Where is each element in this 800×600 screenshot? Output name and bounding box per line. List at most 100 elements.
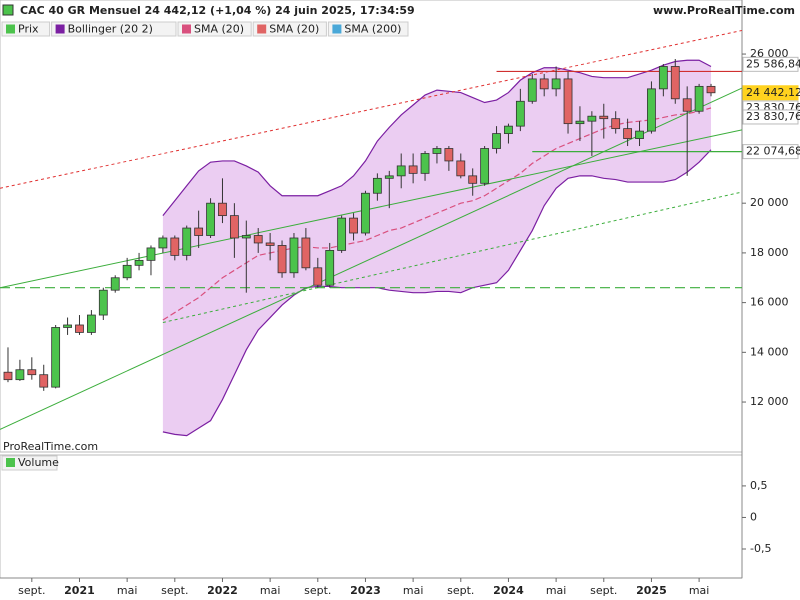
trendline <box>0 87 743 430</box>
y-tick-label: -0,5 <box>750 542 771 555</box>
candle-body <box>468 175 478 184</box>
candle-body <box>51 327 61 388</box>
y-tick-label: 0 <box>750 510 757 523</box>
candle-body <box>289 237 299 274</box>
candle-body <box>110 277 120 291</box>
price-label-box <box>742 109 799 125</box>
candle-body <box>384 175 394 179</box>
candle-body <box>396 165 406 177</box>
price-label-box <box>742 144 799 160</box>
title-icon <box>2 4 14 16</box>
candle-body <box>408 165 418 174</box>
candle-body <box>611 118 621 130</box>
candle-body <box>265 242 275 246</box>
candle-body <box>3 371 13 381</box>
legend-label: SMA (200) <box>344 23 401 36</box>
candle-body <box>599 115 609 120</box>
candle-body <box>325 250 335 286</box>
candle-body <box>277 245 287 274</box>
price-label: 22 074,68 <box>746 145 800 158</box>
candle-body <box>134 259 144 266</box>
candle-body <box>444 148 454 162</box>
candle-body <box>301 237 311 269</box>
volume-icon <box>6 458 15 467</box>
y-tick-label: 18 000 <box>750 246 789 259</box>
legend-box <box>177 21 252 37</box>
candle-body <box>492 133 501 149</box>
x-tick-label: mai <box>546 584 567 597</box>
price-label: 23 830,76 <box>746 110 800 123</box>
candle-body <box>75 324 84 333</box>
y-tick-label: 16 000 <box>750 296 789 309</box>
bollinger-fill <box>162 60 712 436</box>
candle-body <box>313 267 323 286</box>
candle-body <box>694 85 704 112</box>
price-label-box <box>742 85 799 101</box>
legend-box <box>327 21 409 37</box>
candle-body <box>361 192 370 234</box>
candle-body <box>635 130 644 139</box>
y-tick-label: 26 000 <box>750 47 789 60</box>
x-tick-label: sept. <box>447 584 474 597</box>
candle-body <box>158 237 168 249</box>
candle-body <box>647 88 656 132</box>
candle-body <box>253 235 263 244</box>
candle-body <box>39 374 49 388</box>
volume-title: Volume <box>18 456 59 469</box>
legend-label: SMA (20) <box>269 23 319 36</box>
x-tick-label: sept. <box>18 584 45 597</box>
candle-body <box>658 66 668 90</box>
candle-body <box>587 115 597 122</box>
candle-body <box>206 202 215 236</box>
candle-body <box>504 125 513 134</box>
legend-swatch <box>55 24 65 34</box>
x-tick-label: 2023 <box>350 584 381 597</box>
legend-label: Prix <box>18 23 39 36</box>
candle-body <box>527 78 537 102</box>
candle-body <box>122 264 132 279</box>
price-label: 25 586,84 <box>746 57 800 70</box>
candle-body <box>563 78 573 125</box>
candle-body <box>575 120 585 125</box>
candle-body <box>349 217 358 234</box>
y-tick-label: 0,5 <box>750 479 768 492</box>
candle-body <box>515 100 525 127</box>
x-tick-label: mai <box>403 584 424 597</box>
trendline <box>0 129 743 289</box>
candle-body <box>146 247 156 261</box>
candle-body <box>480 148 490 184</box>
x-tick-label: 2021 <box>64 584 95 597</box>
candle-body <box>539 78 549 90</box>
x-tick-label: 2024 <box>493 584 524 597</box>
trendline <box>0 29 743 189</box>
candle-body <box>218 202 227 217</box>
watermark: ProRealTime.com <box>3 440 98 453</box>
y-tick-label: 20 000 <box>750 196 789 209</box>
legend: Prix Bollinger (20 2) SMA (20) SMA (20) SMA … <box>1 21 409 37</box>
y-tick-label: 14 000 <box>750 345 789 358</box>
candle-body <box>15 369 25 381</box>
trendline <box>162 191 743 323</box>
bollinger-upper <box>162 59 712 216</box>
candle-body <box>98 289 108 316</box>
candle-body <box>706 85 716 94</box>
candle-body <box>682 98 692 112</box>
volume-box <box>1 455 58 471</box>
price-label-box <box>742 56 799 72</box>
legend-label: Bollinger (20 2) <box>68 23 153 36</box>
x-tick-label: sept. <box>304 584 331 597</box>
candle-body <box>194 227 204 236</box>
x-tick-label: 2025 <box>636 584 667 597</box>
candle-body <box>670 66 680 100</box>
legend-swatch <box>257 24 267 34</box>
candle-body <box>86 314 96 333</box>
legend-swatch <box>182 24 191 34</box>
chart-title: CAC 40 GR Mensuel 24 442,12 (+1,04 %) 24… <box>20 4 415 17</box>
candle-body <box>420 153 430 174</box>
price-label: 24 442,12 <box>746 86 800 99</box>
x-tick-label: mai <box>117 584 138 597</box>
candle-body <box>182 227 192 256</box>
candle-body <box>27 369 37 376</box>
x-tick-label: mai <box>689 584 710 597</box>
